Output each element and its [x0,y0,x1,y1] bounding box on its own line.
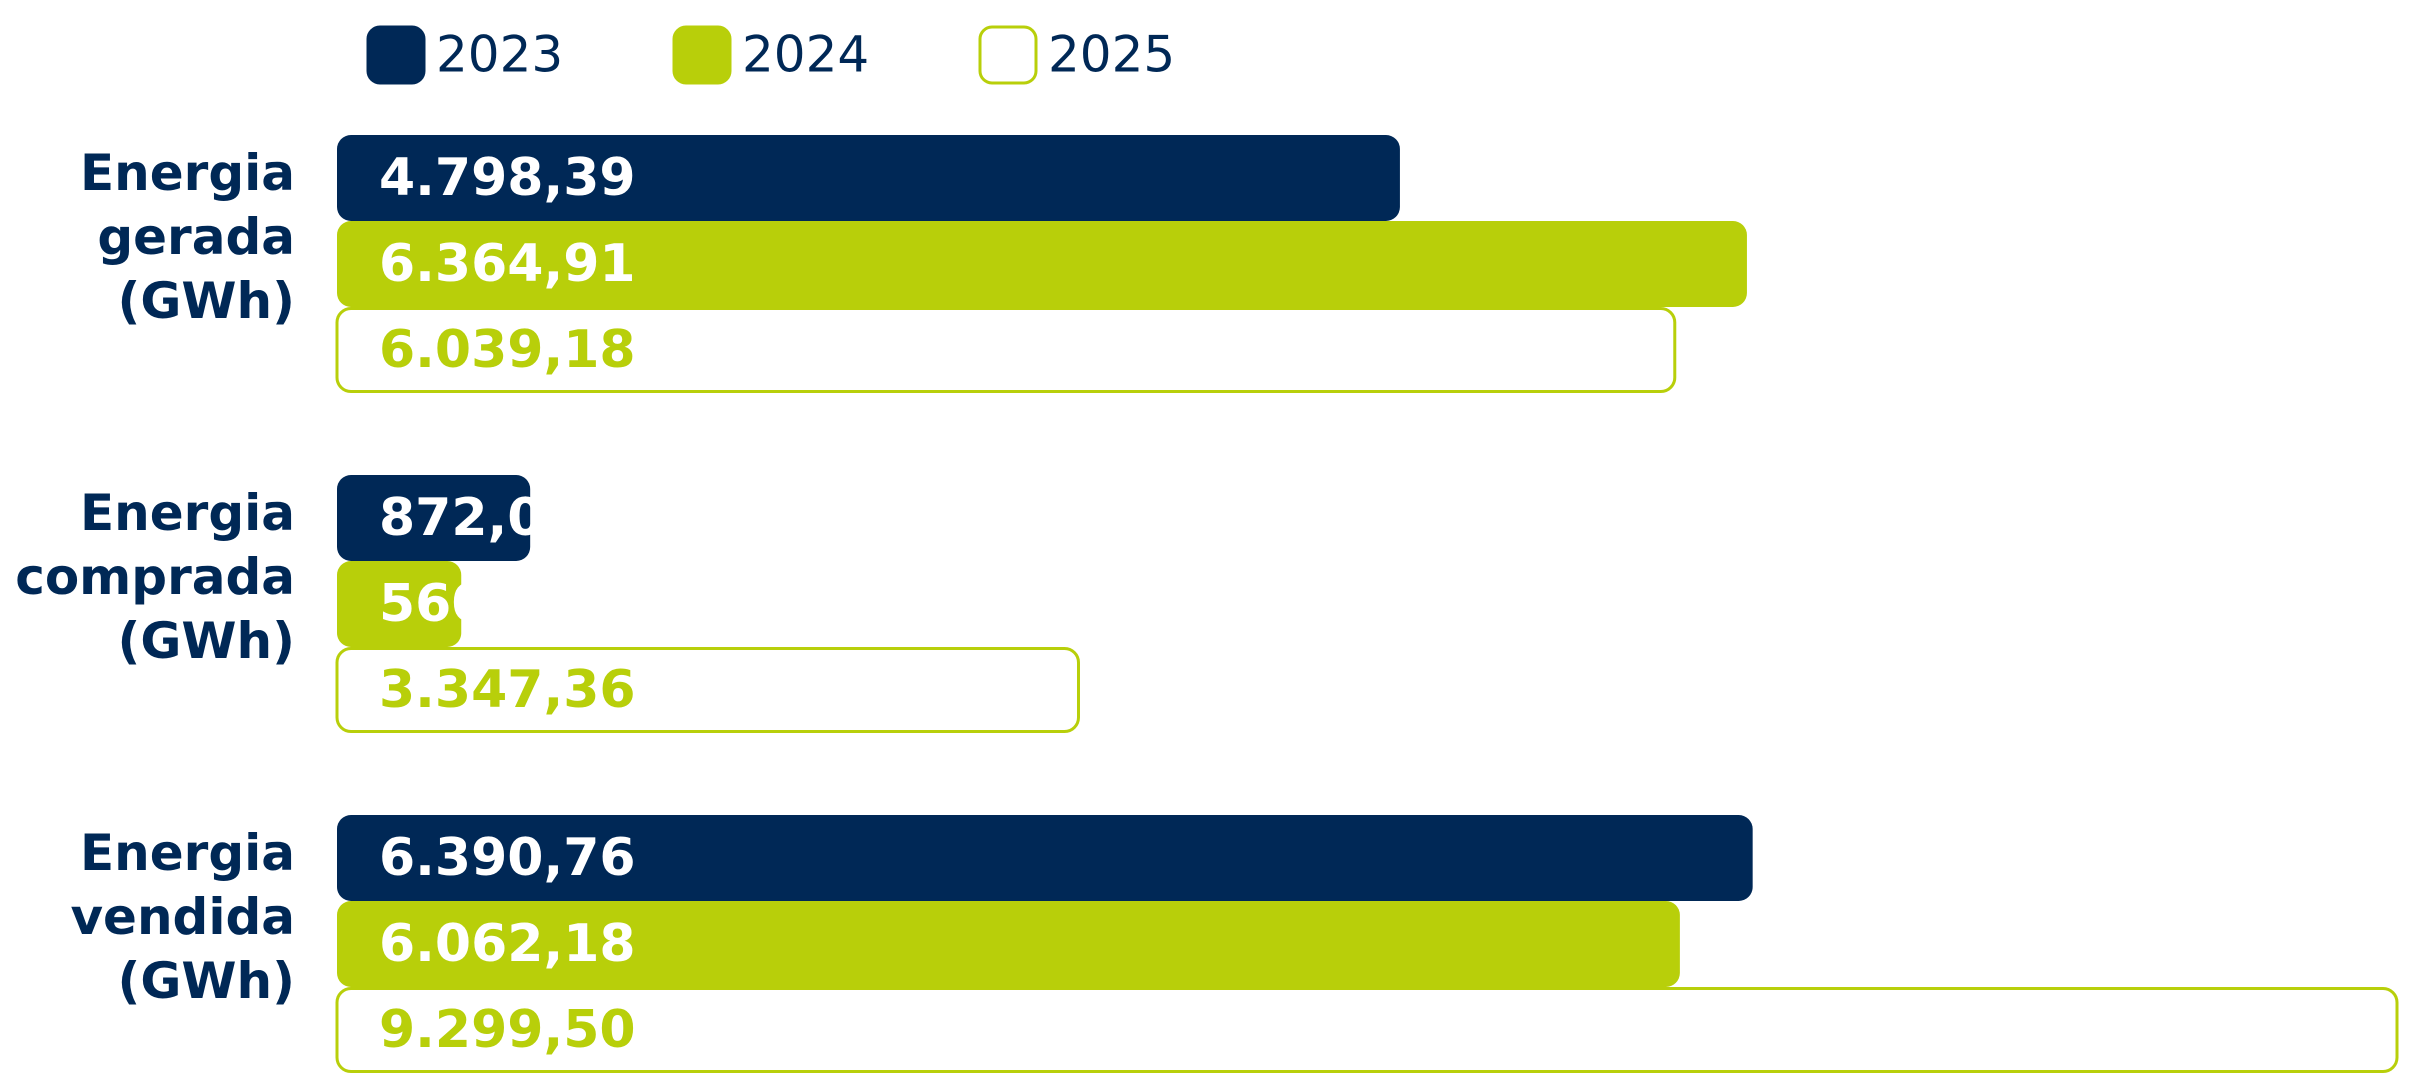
value-label: 6.062,18 [379,914,636,974]
value-label: 6.364,91 [379,234,636,294]
bar [337,989,2397,1072]
value-label: 9.299,50 [379,1000,636,1060]
value-label: 3.347,36 [379,660,636,720]
legend-swatch [980,27,1036,83]
value-label: 6.039,18 [379,320,636,380]
legend-swatch [674,27,730,83]
legend-swatch [368,27,424,83]
value-label: 560,85 [379,574,580,634]
legend-label: 2023 [436,26,563,84]
legend-label: 2024 [742,26,869,84]
category-label: Energia comprada (GWh) [10,481,295,673]
category-label: Energia vendida (GWh) [10,821,295,1013]
category-label: Energia gerada (GWh) [10,141,295,333]
value-label: 872,07 [379,488,580,548]
legend-label: 2025 [1048,26,1175,84]
chart: 2023 2024 2025 4.798,39 6.364,91 6.039,18 872,… [0,0,2412,1089]
value-label: 6.390,76 [379,828,636,888]
value-label: 4.798,39 [379,148,636,208]
page: 2023 2024 2025 4.798,39 6.364,91 6.039,18 872,… [0,0,2412,1089]
